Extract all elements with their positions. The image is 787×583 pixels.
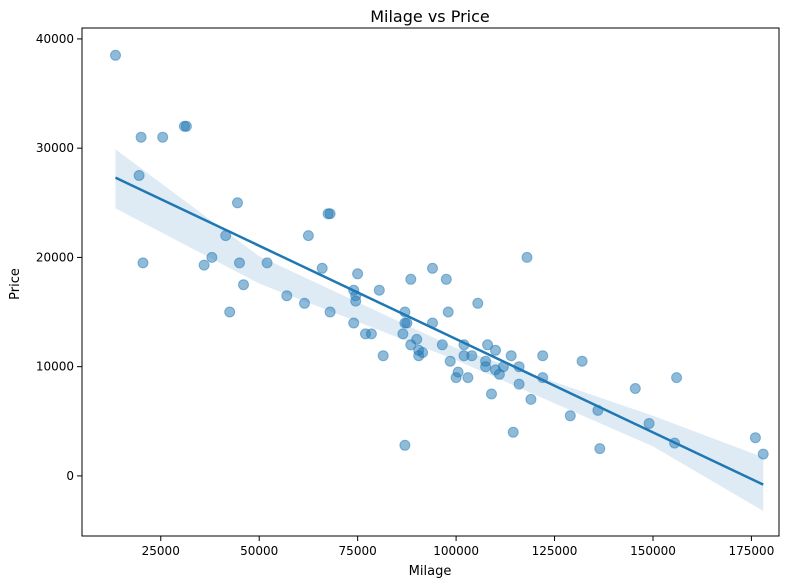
data-point — [224, 306, 236, 318]
x-tick-label: 150000 — [630, 544, 676, 558]
x-tick-label: 100000 — [433, 544, 479, 558]
y-axis-label: Price — [8, 268, 23, 300]
x-axis-label: Milage — [409, 564, 452, 579]
data-point — [521, 251, 533, 263]
data-point — [365, 328, 377, 340]
data-point — [482, 339, 494, 351]
data-point — [281, 290, 293, 302]
y-tick-label: 40000 — [36, 32, 74, 46]
data-point — [564, 410, 576, 422]
data-point — [137, 257, 149, 269]
y-axis-ticks: 0 10000 20000 30000 40000 — [36, 32, 82, 483]
data-point — [261, 257, 273, 269]
x-tick-label: 75000 — [339, 544, 377, 558]
confidence-band — [115, 149, 764, 511]
data-point — [513, 378, 525, 390]
data-point — [436, 339, 448, 351]
data-point — [643, 418, 655, 429]
y-tick-label: 30000 — [36, 141, 74, 155]
data-point — [480, 361, 492, 373]
x-axis-ticks: 25000 50000 75000 100000 125000 150000 175000 — [142, 536, 775, 558]
data-point — [452, 366, 464, 378]
data-point — [444, 355, 456, 367]
chart-title: Milage vs Price — [370, 7, 490, 26]
data-point — [594, 443, 606, 455]
data-point — [486, 388, 497, 400]
y-tick-label: 0 — [66, 469, 74, 483]
x-tick-label: 25000 — [142, 544, 180, 558]
data-point — [316, 262, 328, 274]
data-point — [525, 393, 537, 405]
data-point — [629, 383, 641, 394]
plot-frame — [81, 27, 780, 537]
data-point — [671, 372, 683, 384]
data-point — [417, 347, 429, 358]
data-point — [411, 333, 423, 345]
y-tick-label: 20000 — [36, 250, 74, 264]
data-point — [373, 284, 385, 296]
data-point — [198, 259, 210, 271]
data-points — [110, 49, 769, 460]
x-tick-label: 125000 — [532, 544, 578, 558]
x-tick-label: 50000 — [240, 544, 278, 558]
plot-area — [110, 49, 769, 511]
data-point — [405, 273, 417, 285]
data-point — [397, 328, 409, 340]
data-point — [401, 317, 413, 329]
data-point — [238, 279, 249, 291]
data-point — [352, 268, 364, 280]
data-point — [440, 273, 452, 285]
data-point — [133, 170, 145, 181]
data-point — [399, 439, 411, 451]
data-point — [757, 448, 769, 460]
data-point — [749, 432, 761, 444]
data-point — [442, 306, 454, 318]
data-point — [466, 350, 478, 362]
data-point — [505, 350, 517, 362]
data-point — [537, 350, 549, 362]
data-point — [234, 257, 245, 269]
data-point — [576, 355, 588, 367]
data-point — [180, 120, 192, 132]
data-point — [348, 317, 360, 329]
data-point — [135, 131, 147, 143]
data-point — [462, 372, 474, 384]
data-point — [350, 295, 362, 307]
data-point — [324, 306, 336, 318]
data-point — [299, 297, 310, 309]
data-point — [206, 251, 218, 263]
x-tick-label: 175000 — [729, 544, 775, 558]
data-point — [324, 208, 336, 220]
data-point — [490, 344, 501, 356]
data-point — [472, 297, 484, 309]
data-point — [232, 197, 243, 209]
data-point — [110, 49, 121, 61]
data-point — [157, 131, 169, 143]
y-tick-label: 10000 — [36, 360, 74, 374]
data-point — [507, 426, 519, 438]
regression-line — [114, 176, 764, 486]
data-point — [302, 230, 314, 242]
data-point — [427, 262, 438, 274]
data-point — [377, 350, 389, 362]
